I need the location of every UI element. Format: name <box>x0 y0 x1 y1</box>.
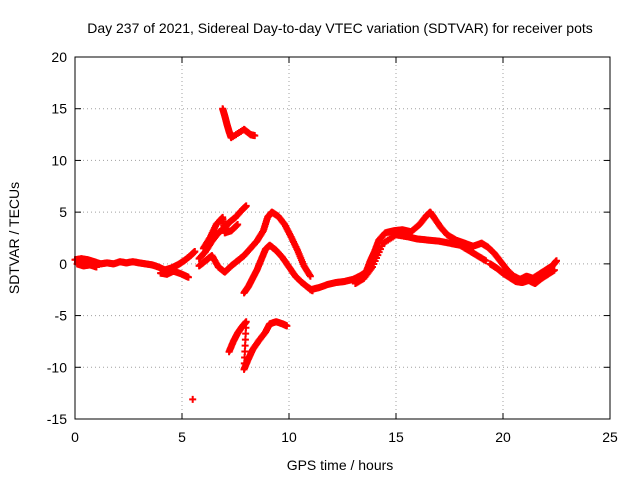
series-arc-positive-high <box>219 105 259 142</box>
y-tick-label: -15 <box>47 411 67 427</box>
data-point <box>242 324 250 332</box>
data-point <box>184 273 192 281</box>
data-point <box>242 202 250 210</box>
data-point <box>92 263 100 271</box>
series-baseline-early-lower <box>73 260 192 281</box>
chart-title: Day 237 of 2021, Sidereal Day-to-day VTE… <box>87 20 593 36</box>
y-tick-label: 20 <box>51 49 67 65</box>
x-tick-label: 10 <box>281 429 297 445</box>
series-outlier <box>189 395 197 403</box>
y-tick-label: 0 <box>59 256 67 272</box>
data-points <box>71 105 560 403</box>
data-point <box>242 330 250 338</box>
data-point <box>550 267 558 275</box>
series-arc-negative <box>225 318 291 373</box>
x-tick-label: 20 <box>495 429 511 445</box>
series-baseline-early <box>71 247 199 274</box>
series-arc-mid <box>195 208 314 280</box>
series-evening-lower <box>486 260 558 288</box>
y-tick-label: -10 <box>47 359 67 375</box>
series-arc-upper-b <box>199 213 242 252</box>
data-point <box>241 342 249 350</box>
y-tick-label: 10 <box>51 152 67 168</box>
data-point <box>233 221 241 229</box>
data-point <box>367 264 375 272</box>
data-point <box>306 271 314 279</box>
x-tick-label: 5 <box>178 429 186 445</box>
data-point <box>481 256 489 264</box>
data-point <box>378 242 386 250</box>
plot-area-border <box>74 56 611 420</box>
data-point <box>190 248 198 256</box>
data-point <box>189 395 197 403</box>
x-tick-label: 0 <box>71 429 79 445</box>
data-point <box>293 245 301 253</box>
y-tick-label: 15 <box>51 101 67 117</box>
x-axis-label: GPS time / hours <box>287 457 394 473</box>
y-tick-label: -5 <box>55 308 68 324</box>
data-point <box>241 348 249 356</box>
y-axis-label: SDTVAR / TECUs <box>6 182 22 294</box>
y-tick-label: 5 <box>59 204 67 220</box>
data-point <box>282 322 290 330</box>
x-tick-label: 25 <box>602 429 618 445</box>
x-tick-label: 15 <box>388 429 404 445</box>
data-point <box>250 131 258 139</box>
series-mid-day-lower <box>351 231 490 288</box>
data-point <box>552 257 560 265</box>
data-point <box>241 336 249 344</box>
